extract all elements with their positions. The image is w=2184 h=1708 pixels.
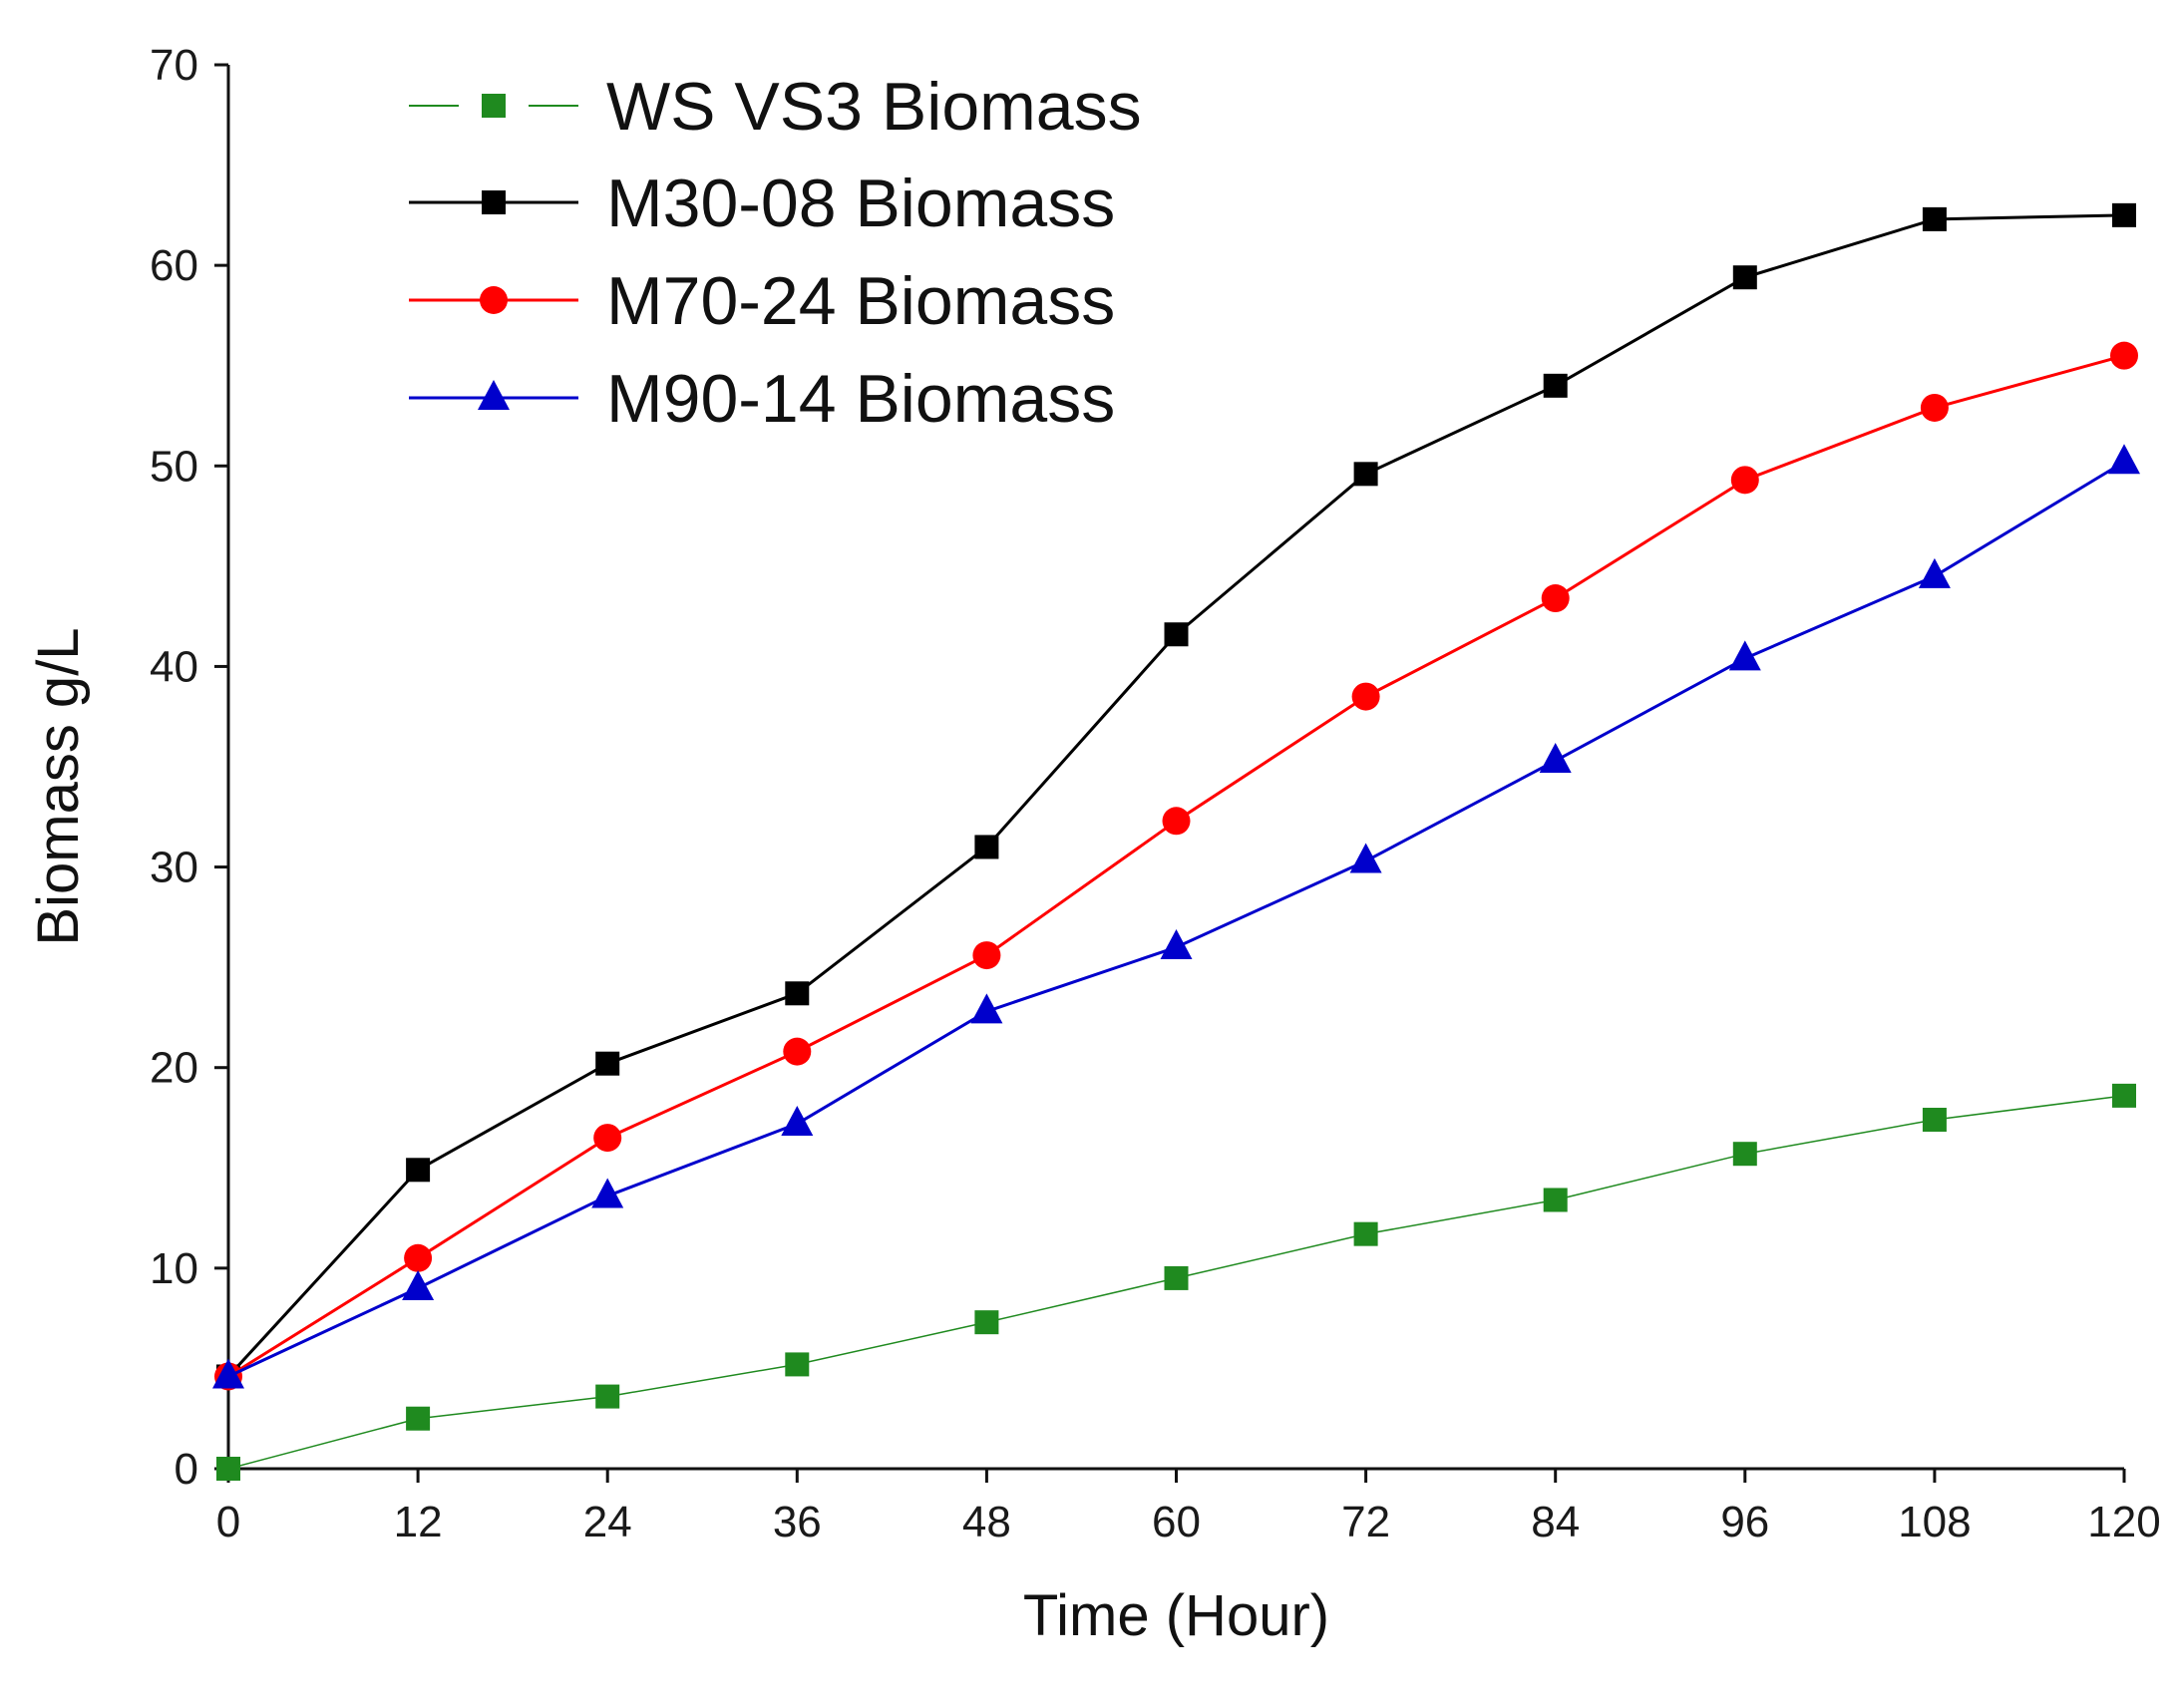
legend-marker [480, 286, 508, 314]
x-tick-label: 96 [1720, 1498, 1769, 1546]
data-point [1351, 682, 1380, 711]
data-point [785, 1352, 810, 1377]
x-tick-label: 0 [216, 1498, 240, 1546]
series-2 [214, 341, 2138, 1391]
series-layer [212, 202, 2140, 1481]
data-point [1730, 466, 1759, 495]
data-point [1922, 206, 1947, 231]
y-tick-label: 60 [150, 241, 198, 290]
legend-item: WS VS3 Biomass [409, 69, 1142, 145]
x-tick-label: 108 [1898, 1498, 1971, 1546]
data-point [2112, 1083, 2136, 1108]
legend-item: M30-08 Biomass [409, 166, 1115, 241]
data-point [1353, 462, 1378, 487]
legend: WS VS3 Biomass M30-08 Biomass M70-24 Bioma… [409, 69, 1142, 437]
data-point [970, 993, 1003, 1024]
data-point [406, 1158, 431, 1183]
legend-item: M90-14 Biomass [409, 361, 1115, 437]
data-point [1349, 843, 1382, 873]
legend-label: M30-08 Biomass [606, 166, 1115, 241]
legend-marker [478, 380, 510, 410]
legend-label: WS VS3 Biomass [606, 69, 1142, 145]
data-point [595, 1051, 620, 1076]
y-tick-label: 20 [150, 1044, 198, 1093]
series-line [227, 354, 2125, 1378]
data-point [2110, 341, 2138, 370]
y-tick-label: 50 [150, 442, 198, 491]
x-tick-label: 60 [1152, 1498, 1201, 1546]
x-tick-label: 12 [394, 1498, 443, 1546]
legend-label: M70-24 Biomass [606, 263, 1115, 339]
data-point [785, 981, 810, 1006]
series-1 [216, 202, 2136, 1389]
data-point [1543, 373, 1568, 398]
data-point [1539, 742, 1572, 773]
series-0 [216, 1083, 2136, 1481]
data-point [593, 1124, 622, 1153]
data-point [595, 1384, 620, 1409]
x-axis-title: Time (Hour) [1023, 1583, 1329, 1648]
data-point [1164, 622, 1189, 647]
data-point [591, 1178, 624, 1208]
data-point [2108, 444, 2140, 475]
legend-item: M70-24 Biomass [409, 263, 1115, 339]
y-tick-label: 70 [150, 41, 198, 90]
x-tick-label: 120 [2087, 1498, 2160, 1546]
series-line [227, 460, 2125, 1378]
x-tick-label: 84 [1531, 1498, 1580, 1546]
data-point [212, 1358, 244, 1389]
data-point [1543, 1188, 1568, 1212]
data-point [974, 1310, 999, 1335]
data-point [1162, 807, 1191, 836]
x-tick-label: 48 [962, 1498, 1011, 1546]
x-tick-label: 36 [773, 1498, 822, 1546]
y-tick-label: 0 [175, 1445, 198, 1494]
data-point [1160, 929, 1193, 960]
data-point [1541, 584, 1570, 613]
legend-marker [482, 190, 506, 214]
data-point [1922, 1108, 1947, 1133]
data-point [783, 1037, 812, 1066]
data-point [1732, 1142, 1757, 1167]
legend-label: M90-14 Biomass [606, 361, 1115, 437]
series-line [226, 213, 2125, 1378]
data-point [216, 1457, 240, 1481]
data-point [402, 1269, 435, 1300]
y-axis-title: Biomass g/L [26, 627, 91, 945]
data-point [972, 941, 1001, 970]
data-point [1732, 265, 1757, 290]
y-tick-label: 40 [150, 642, 198, 691]
data-point [1728, 640, 1761, 671]
data-point [1164, 1265, 1189, 1290]
axes: 0 10 20 30 40 50 60 70 0 12 24 36 48 60 72 84 96 108 120 [150, 41, 2161, 1546]
data-point [1920, 393, 1949, 422]
data-point [2112, 202, 2136, 227]
data-point [974, 835, 999, 859]
y-tick-label: 10 [150, 1244, 198, 1293]
x-tick-label: 72 [1341, 1498, 1390, 1546]
data-point [1353, 1221, 1378, 1246]
legend-marker [482, 94, 506, 118]
series-3 [212, 444, 2140, 1389]
data-point [781, 1106, 814, 1137]
data-point [1918, 557, 1951, 588]
x-tick-label: 24 [583, 1498, 632, 1546]
data-point [406, 1406, 431, 1431]
y-tick-label: 30 [150, 844, 198, 892]
data-point [404, 1243, 433, 1272]
